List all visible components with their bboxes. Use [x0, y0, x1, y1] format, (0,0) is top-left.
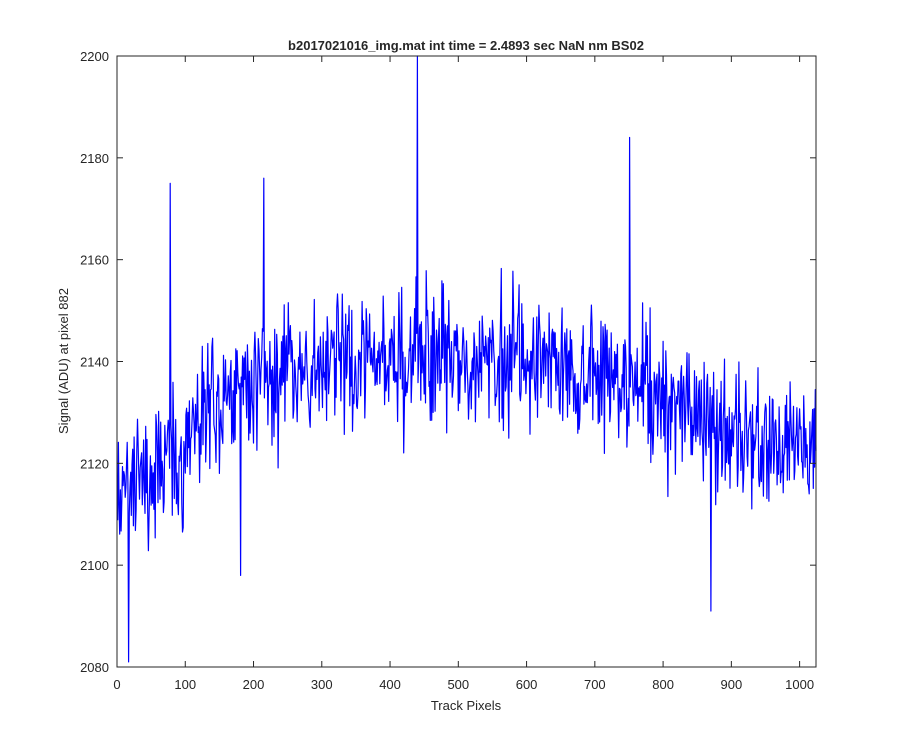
y-tick-label: 2120 [80, 456, 109, 471]
x-tick-label: 100 [174, 677, 196, 692]
y-tick-label: 2100 [80, 558, 109, 573]
signal-line [117, 55, 817, 663]
y-axis-label: Signal (ADU) at pixel 882 [56, 288, 71, 434]
y-tick-label: 2140 [80, 355, 109, 370]
x-tick-label: 400 [379, 677, 401, 692]
x-tick-label: 600 [516, 677, 538, 692]
x-axis: 0 100 200 300 400 500 600 700 800 900 1000 [113, 56, 814, 692]
x-tick-label: 500 [447, 677, 469, 692]
x-tick-label: 200 [243, 677, 265, 692]
x-tick-label: 300 [311, 677, 333, 692]
data-layer [117, 55, 817, 663]
y-tick-label: 2160 [80, 253, 109, 268]
x-tick-label: 800 [652, 677, 674, 692]
x-tick-label: 0 [113, 677, 120, 692]
y-axis: 2080 2100 2120 2140 2160 2180 2200 [80, 49, 816, 675]
y-tick-label: 2080 [80, 660, 109, 675]
y-tick-label: 2180 [80, 151, 109, 166]
y-tick-label: 2200 [80, 49, 109, 64]
x-tick-label: 900 [721, 677, 743, 692]
chart-title: b2017021016_img.mat int time = 2.4893 se… [288, 38, 644, 53]
x-tick-label: 700 [584, 677, 606, 692]
x-axis-label: Track Pixels [431, 698, 502, 713]
x-tick-label: 1000 [785, 677, 814, 692]
